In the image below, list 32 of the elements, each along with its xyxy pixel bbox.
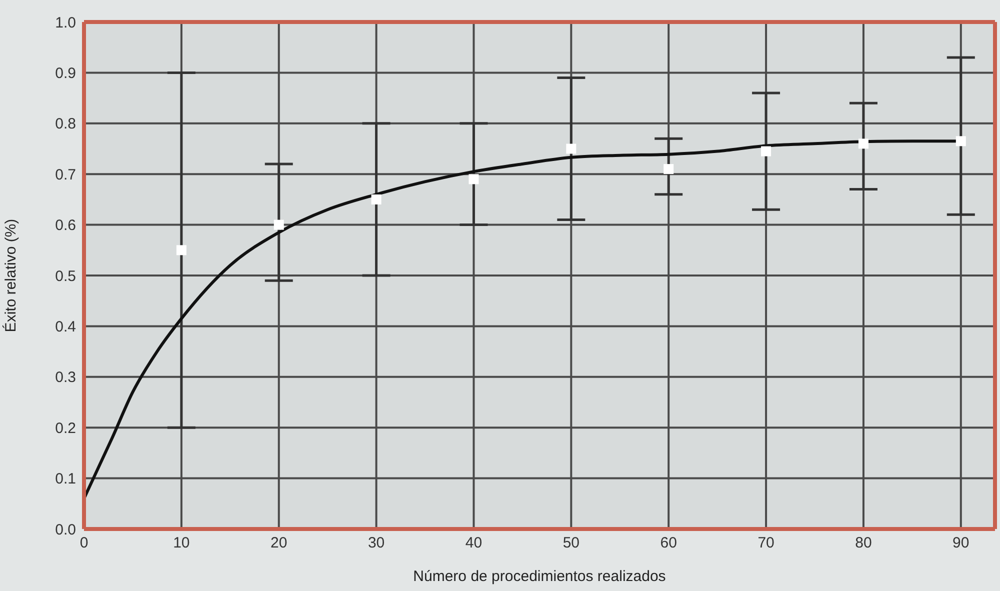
y-tick-label: 0.9	[55, 65, 76, 82]
point	[664, 164, 674, 174]
point	[858, 138, 868, 149]
y-tick-label: 0.4	[55, 318, 76, 336]
point	[956, 136, 966, 146]
y-tick-label: 0.7	[55, 166, 76, 184]
x-tick-label: 60	[660, 534, 677, 552]
y-axis-title: Éxito relativo (%)	[1, 218, 20, 332]
x-tick-label: 10	[173, 534, 190, 552]
x-tick-label: 50	[562, 534, 580, 552]
point	[274, 220, 284, 230]
y-tick-label: 0.2	[55, 420, 76, 437]
y-tick-label: 0.1	[55, 470, 76, 488]
x-tick-label: 30	[368, 534, 385, 552]
point	[761, 146, 772, 156]
x-axis-title: Número de procedimientos realizados	[413, 568, 666, 585]
x-tick-label: 40	[465, 534, 482, 552]
point	[468, 174, 479, 184]
y-tick-label: 0.5	[55, 268, 76, 285]
point	[176, 245, 186, 256]
point	[566, 144, 576, 154]
y-tick-label: 0.3	[55, 369, 76, 386]
y-tick-label: 1.0	[55, 14, 76, 32]
x-tick-label: 20	[270, 534, 288, 552]
x-tick-label: 90	[952, 534, 970, 552]
x-tick-label: 70	[758, 534, 774, 552]
x-tick-label: 80	[855, 534, 872, 552]
x-tick-label: 0	[80, 534, 88, 552]
point	[371, 194, 382, 204]
y-tick-label: 0.8	[55, 116, 76, 133]
y-tick-label: 0.6	[55, 217, 76, 234]
y-tick-label: 0.0	[55, 521, 76, 538]
